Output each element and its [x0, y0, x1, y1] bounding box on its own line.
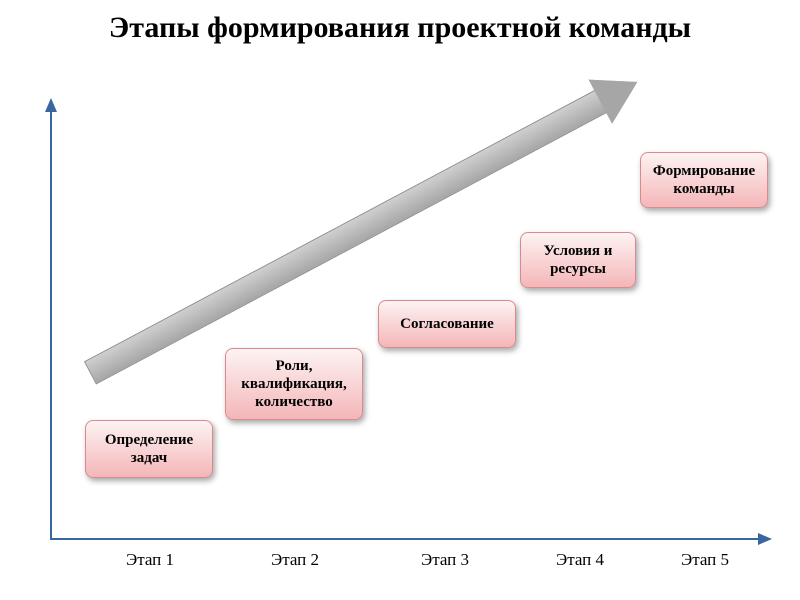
- x-label-3: Этап 3: [421, 550, 469, 570]
- stage-box-4: Условия и ресурсы: [520, 232, 636, 288]
- stage-box-2: Роли, квалификация, количество: [225, 348, 363, 420]
- x-label-5: Этап 5: [681, 550, 729, 570]
- x-axis-arrowhead: [758, 533, 772, 545]
- x-axis: [50, 538, 770, 540]
- x-axis-labels: Этап 1 Этап 2 Этап 3 Этап 4 Этап 5: [50, 550, 770, 580]
- x-label-4: Этап 4: [556, 550, 604, 570]
- page-title: Этапы формирования проектной команды: [0, 10, 800, 46]
- x-label-1: Этап 1: [126, 550, 174, 570]
- x-label-2: Этап 2: [271, 550, 319, 570]
- stage-box-1: Определение задач: [85, 420, 213, 478]
- stage-box-3: Согласование: [378, 300, 516, 348]
- chart-area: Определение задачРоли, квалификация, кол…: [50, 100, 770, 540]
- stage-box-5: Формирование команды: [640, 152, 768, 208]
- progress-arrow: [84, 70, 644, 384]
- y-axis-arrowhead: [45, 98, 57, 112]
- y-axis: [50, 100, 52, 540]
